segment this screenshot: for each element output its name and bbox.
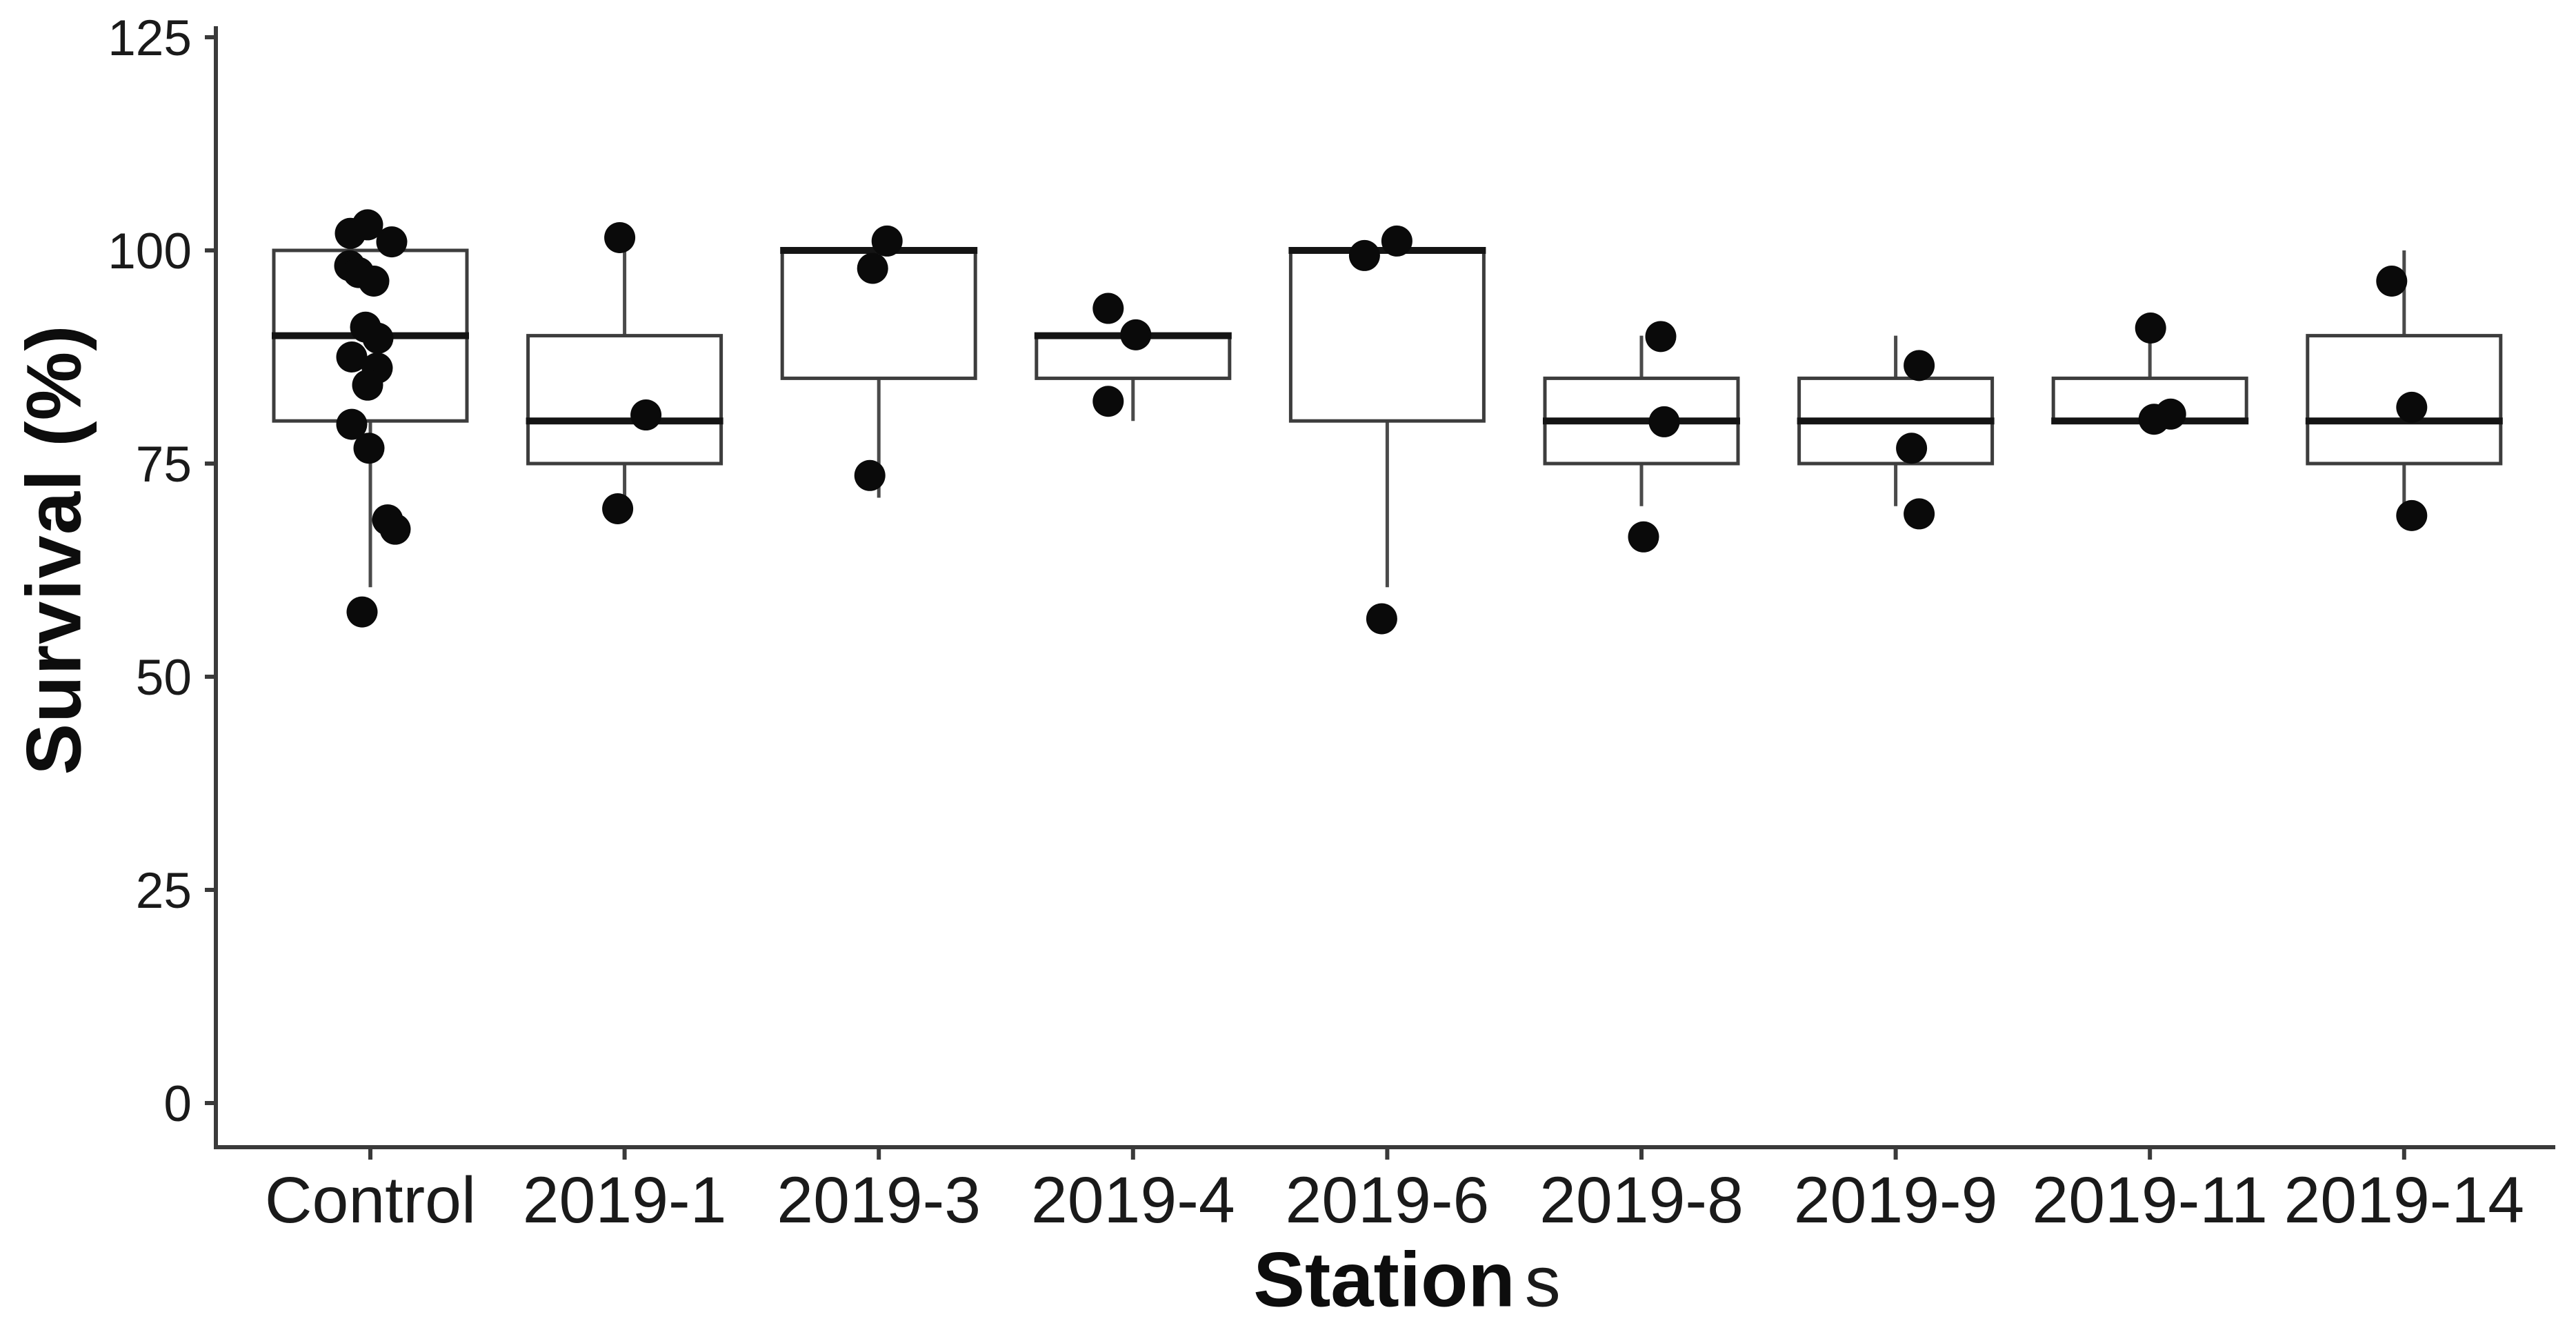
data-point <box>1348 239 1380 271</box>
x-axis-title-main: Station <box>1253 1236 1515 1323</box>
boxplot-box <box>526 334 723 466</box>
data-point <box>1896 433 1928 464</box>
data-point <box>1645 321 1677 353</box>
x-tick-label: 2019-8 <box>1539 1164 1744 1237</box>
data-point <box>2396 499 2428 531</box>
data-point <box>1904 498 1935 530</box>
x-tick-label: 2019-6 <box>1285 1164 1489 1237</box>
x-tick-label: 2019-14 <box>2284 1164 2524 1237</box>
x-tick-label: Control <box>265 1164 476 1237</box>
y-tick-label: 75 <box>136 437 192 493</box>
data-point <box>336 408 368 440</box>
data-point <box>346 596 378 628</box>
y-tick-label: 50 <box>136 650 192 706</box>
data-point <box>2155 398 2186 430</box>
boxplot-box <box>1288 248 1486 423</box>
data-point <box>362 322 394 354</box>
data-point <box>379 513 411 545</box>
x-axis-title: Station s <box>1253 1235 1561 1324</box>
x-axis-title-suffix: s <box>1524 1242 1561 1322</box>
y-tick-label: 100 <box>108 224 192 279</box>
x-tick-label: 2019-9 <box>1794 1164 1998 1237</box>
data-point <box>1381 225 1412 257</box>
data-point <box>1648 406 1680 437</box>
y-tick-label: 125 <box>108 10 192 66</box>
data-point <box>1092 292 1124 324</box>
data-point <box>871 225 903 257</box>
data-point <box>2396 391 2428 423</box>
data-point <box>1904 350 1935 381</box>
data-point <box>604 221 636 253</box>
y-tick-label: 25 <box>136 863 192 919</box>
y-tick-label: 0 <box>163 1076 192 1132</box>
data-point <box>857 252 888 284</box>
data-point <box>602 493 634 525</box>
data-point <box>352 209 383 241</box>
data-point <box>1120 319 1152 350</box>
data-point <box>376 226 408 258</box>
data-point <box>2135 312 2166 344</box>
data-point <box>1628 521 1659 553</box>
x-tick-label: 2019-11 <box>2032 1164 2268 1237</box>
data-point <box>1092 386 1124 417</box>
data-point <box>352 369 383 401</box>
data-point <box>358 265 390 297</box>
data-point <box>630 399 662 431</box>
x-tick-label: 2019-4 <box>1031 1164 1235 1237</box>
x-tick-label: 2019-1 <box>523 1164 727 1237</box>
data-point <box>1366 603 1397 635</box>
x-tick-label: 2019-3 <box>777 1164 981 1237</box>
data-point <box>2376 265 2408 297</box>
y-axis-title: Survival (%) <box>10 324 97 775</box>
data-point <box>336 341 368 373</box>
data-point <box>854 459 886 491</box>
data-point <box>353 433 385 464</box>
